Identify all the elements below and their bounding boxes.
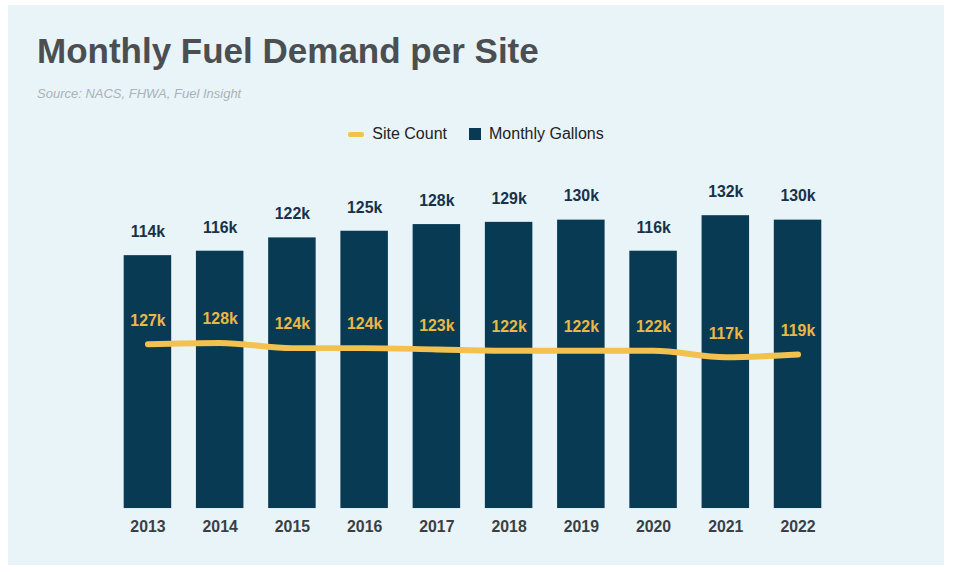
svg-text:2022: 2022 xyxy=(780,518,815,535)
svg-text:130k: 130k xyxy=(780,187,815,204)
html-text:Monthly Fuel Demand per Site: Monthly Fuel Demand per Site xyxy=(37,31,539,70)
svg-text:2017: 2017 xyxy=(419,518,454,535)
html-text:Site Count: Site Count xyxy=(372,125,447,142)
svg-text:2019: 2019 xyxy=(564,518,599,535)
svg-text:2013: 2013 xyxy=(130,518,165,535)
svg-text:2016: 2016 xyxy=(347,518,382,535)
svg-text:116k: 116k xyxy=(203,219,238,236)
svg-text:119k: 119k xyxy=(781,322,816,339)
svg-text:114k: 114k xyxy=(131,223,166,240)
svg-text:2020: 2020 xyxy=(636,518,671,535)
svg-text:2015: 2015 xyxy=(275,518,310,535)
svg-text:127k: 127k xyxy=(130,312,165,329)
svg-text:124k: 124k xyxy=(275,315,310,332)
svg-text:117k: 117k xyxy=(709,324,744,341)
svg-text:2014: 2014 xyxy=(203,518,238,535)
svg-text:122k: 122k xyxy=(491,318,526,335)
svg-text:122k: 122k xyxy=(636,318,671,335)
svg-text:116k: 116k xyxy=(636,219,671,236)
svg-text:123k: 123k xyxy=(419,317,454,334)
svg-text:2021: 2021 xyxy=(708,518,743,535)
svg-text:128k: 128k xyxy=(419,192,454,209)
svg-text:124k: 124k xyxy=(347,315,382,332)
html-text:Monthly Gallons: Monthly Gallons xyxy=(489,125,604,142)
svg-text:128k: 128k xyxy=(203,310,238,327)
svg-text:125k: 125k xyxy=(347,199,382,216)
html-text:Source: NACS, FHWA, Fuel Insig: Source: NACS, FHWA, Fuel Insight xyxy=(37,86,242,101)
svg-text:2018: 2018 xyxy=(491,518,526,535)
svg-text:122k: 122k xyxy=(275,205,310,222)
svg-text:122k: 122k xyxy=(564,318,599,335)
svg-text:129k: 129k xyxy=(491,190,526,207)
svg-text:130k: 130k xyxy=(564,187,599,204)
svg-text:132k: 132k xyxy=(708,183,743,200)
